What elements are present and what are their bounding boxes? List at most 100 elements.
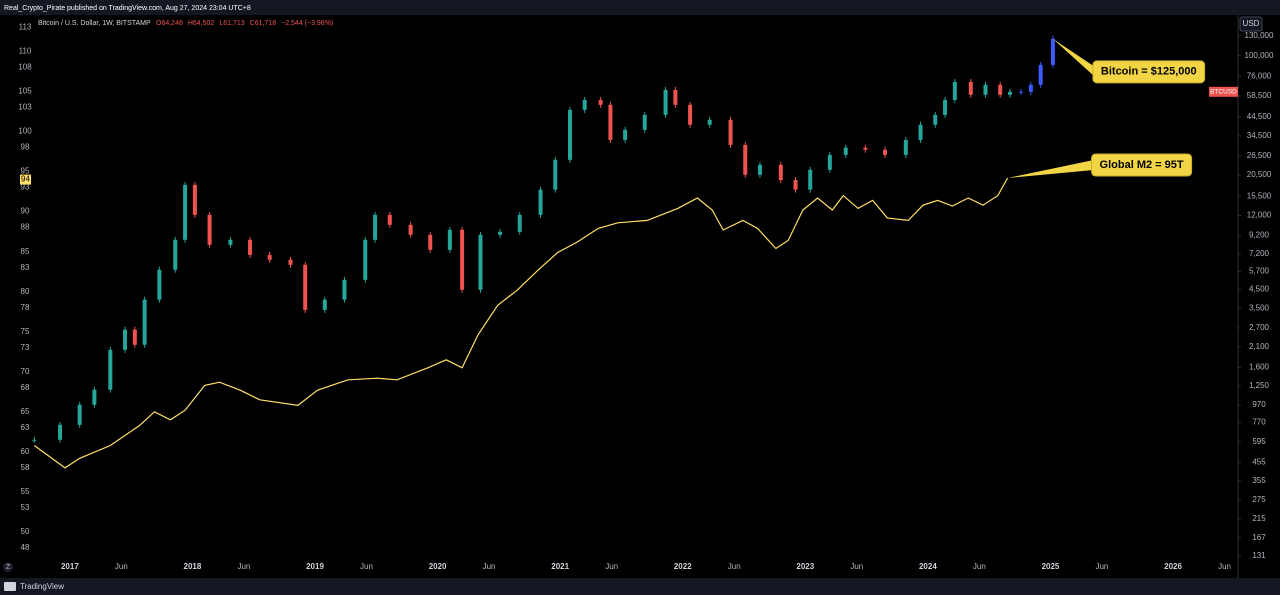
symbol: Bitcoin / U.S. Dollar, 1W, BITSTAMP (38, 20, 151, 27)
callout-pointer (1007, 159, 1094, 178)
current-value-tag (20, 174, 31, 185)
footer-bar (0, 578, 1280, 595)
ohlc-value: −2,544 (−3.96%) (281, 20, 333, 27)
y2-tick-label: 770 (1252, 418, 1266, 427)
x-tick-label: 2023 (796, 562, 814, 571)
y2-tick-label: 215 (1252, 514, 1266, 523)
y2-tick-label: 58,500 (1247, 91, 1272, 100)
y-tick-label: 93 (21, 183, 30, 192)
y-tick-label: 48 (21, 543, 30, 552)
ticker-tag (1209, 86, 1238, 97)
x-tick-label: 2020 (429, 562, 447, 571)
callout: Bitcoin = $125,000 (1052, 38, 1206, 84)
callout-box (1092, 60, 1206, 84)
y-tick-label: 78 (21, 303, 30, 312)
y-tick-label: 110 (19, 47, 32, 56)
ticker-label: BTCUSD (1210, 89, 1237, 96)
publisher: Real_Crypto_Pirate published on TradingV… (4, 5, 251, 12)
y-tick-label: 55 (21, 487, 30, 496)
callout-pointer (1052, 38, 1095, 77)
callout-box (1091, 153, 1193, 177)
y-tick-label: 90 (21, 207, 30, 216)
y2-tick-label: 76,000 (1247, 71, 1272, 80)
y2-tick-label: 4,500 (1249, 285, 1270, 294)
y-tick-label: 63 (21, 423, 30, 432)
y2-tick-label: 100,000 (1245, 51, 1274, 60)
ohlc-value: L61,713 (219, 20, 244, 27)
x-tick-label: Jun (1095, 562, 1108, 571)
callout-text: Bitcoin = $125,000 (1101, 66, 1197, 78)
y-tick-label: 85 (21, 247, 30, 256)
y-tick-label: 113 (19, 23, 32, 32)
x-tick-label: 2024 (919, 562, 937, 571)
y2-tick-label: 130,000 (1245, 31, 1274, 40)
current-value-label: 94 (21, 175, 30, 184)
y2-tick-label: 34,500 (1247, 131, 1272, 140)
y2-tick-label: 7,200 (1249, 249, 1270, 258)
y2-tick-label: 167 (1252, 533, 1266, 542)
y2-tick-label: 2,700 (1249, 323, 1270, 332)
y2-tick-label: 595 (1252, 437, 1266, 446)
y-tick-label: 83 (21, 263, 30, 272)
x-tick-label: Jun (483, 562, 496, 571)
y2-tick-label: 20,500 (1247, 170, 1272, 179)
y2-tick-label: 9,200 (1249, 231, 1270, 240)
x-tick-label: Jun (850, 562, 863, 571)
x-tick-label: Jun (728, 562, 741, 571)
x-tick-label: 2025 (1042, 562, 1060, 571)
top-bar (0, 0, 1280, 15)
ohlc-values: O64,248 H64,502 L61,713 C61,718 −2,544 (−3.9… (156, 20, 333, 27)
brand-logo (4, 582, 16, 591)
y2-tick-label: 5,700 (1249, 267, 1270, 276)
x-tick-label: 2019 (306, 562, 324, 571)
x-tick-label: Jun (1218, 562, 1231, 571)
y-tick-label: 108 (18, 63, 32, 72)
m2-line (33, 177, 1009, 469)
y-tick-label: 98 (21, 143, 30, 152)
x-tick-label: Jun (115, 562, 128, 571)
y2-tick-label: 2,100 (1249, 342, 1270, 351)
y2-tick-label: 455 (1252, 457, 1266, 466)
y-tick-label: 95 (21, 167, 30, 176)
callout-text: Global M2 = 95T (1100, 159, 1184, 171)
y-tick-label: 103 (18, 103, 32, 112)
y-tick-label: 100 (18, 127, 32, 136)
y2-tick-label: 26,500 (1247, 151, 1272, 160)
callout: Global M2 = 95T (1007, 153, 1193, 178)
y-tick-label: 80 (21, 287, 30, 296)
y2-tick-label: 3,500 (1249, 303, 1270, 312)
y-tick-label: 53 (21, 503, 30, 512)
y-tick-label: 70 (21, 367, 30, 376)
zoom-label: Z (6, 564, 11, 571)
y2-tick-label: 44,500 (1247, 112, 1272, 121)
x-tick-label: Jun (360, 562, 373, 571)
x-tick-label: Jun (605, 562, 618, 571)
y2-tick-label: 970 (1252, 400, 1266, 409)
ohlc-value: C61,718 (250, 20, 277, 27)
y2-tick-label: 1,600 (1249, 362, 1270, 371)
y2-tick-label: 275 (1252, 495, 1266, 504)
currency-label: USD (1243, 19, 1260, 28)
currency-button[interactable] (1239, 16, 1263, 32)
y-tick-label: 88 (21, 223, 30, 232)
y2-tick-label: 15,500 (1247, 191, 1272, 200)
x-tick-label: Jun (973, 562, 986, 571)
y-tick-label: 75 (21, 327, 30, 336)
y-tick-label: 50 (21, 527, 30, 536)
y-tick-label: 60 (21, 447, 30, 456)
y-tick-label: 58 (21, 463, 30, 472)
x-tick-label: 2018 (184, 562, 202, 571)
y2-tick-label: 355 (1252, 476, 1266, 485)
y-tick-label: 73 (21, 343, 30, 352)
zoom-button[interactable] (3, 562, 13, 572)
ohlc-value: O64,248 (156, 20, 183, 27)
x-tick-label: 2026 (1164, 562, 1182, 571)
x-tick-label: 2017 (61, 562, 79, 571)
x-tick-label: Jun (237, 562, 250, 571)
y-tick-label: 65 (21, 407, 30, 416)
brand-name: TradingView (20, 582, 64, 591)
x-tick-label: 2021 (551, 562, 569, 571)
